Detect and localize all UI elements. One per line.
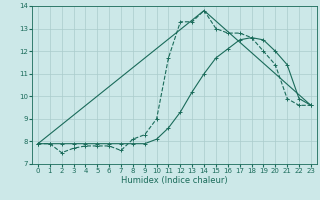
X-axis label: Humidex (Indice chaleur): Humidex (Indice chaleur) [121, 176, 228, 185]
